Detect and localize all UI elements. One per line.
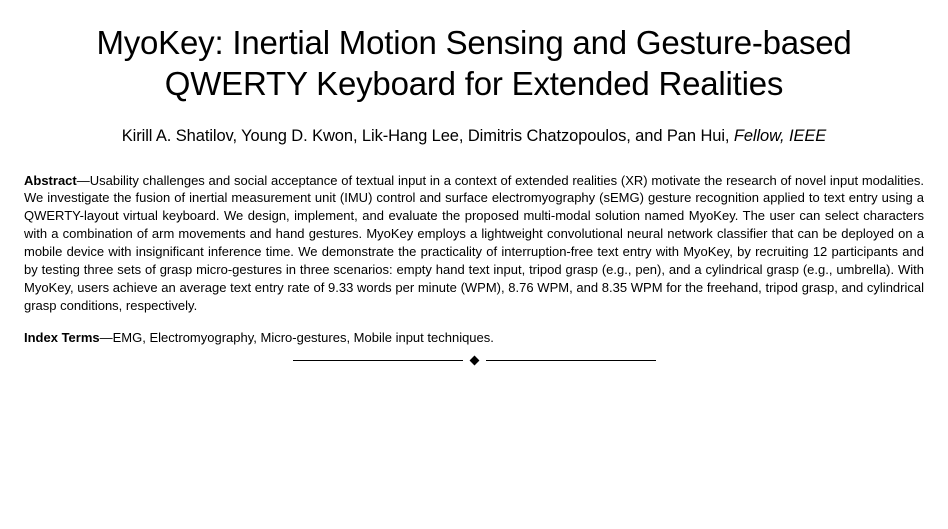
index-terms-label: Index Terms [24, 330, 100, 345]
divider-diamond-icon [469, 355, 479, 365]
divider-rule-left [293, 360, 463, 361]
author-affiliation: Fellow, IEEE [734, 127, 826, 145]
index-terms-text: —EMG, Electromyography, Micro-gestures, … [100, 330, 494, 345]
abstract: Abstract—Usability challenges and social… [24, 172, 924, 316]
paper-title: MyoKey: Inertial Motion Sensing and Gest… [24, 22, 924, 105]
index-terms: Index Terms—EMG, Electromyography, Micro… [24, 329, 924, 347]
authors-names: Kirill A. Shatilov, Young D. Kwon, Lik-H… [122, 127, 734, 145]
authors-line: Kirill A. Shatilov, Young D. Kwon, Lik-H… [24, 127, 924, 146]
abstract-text: —Usability challenges and social accepta… [24, 173, 924, 314]
divider-rule-right [486, 360, 656, 361]
abstract-label: Abstract [24, 173, 77, 188]
section-divider [24, 357, 924, 364]
